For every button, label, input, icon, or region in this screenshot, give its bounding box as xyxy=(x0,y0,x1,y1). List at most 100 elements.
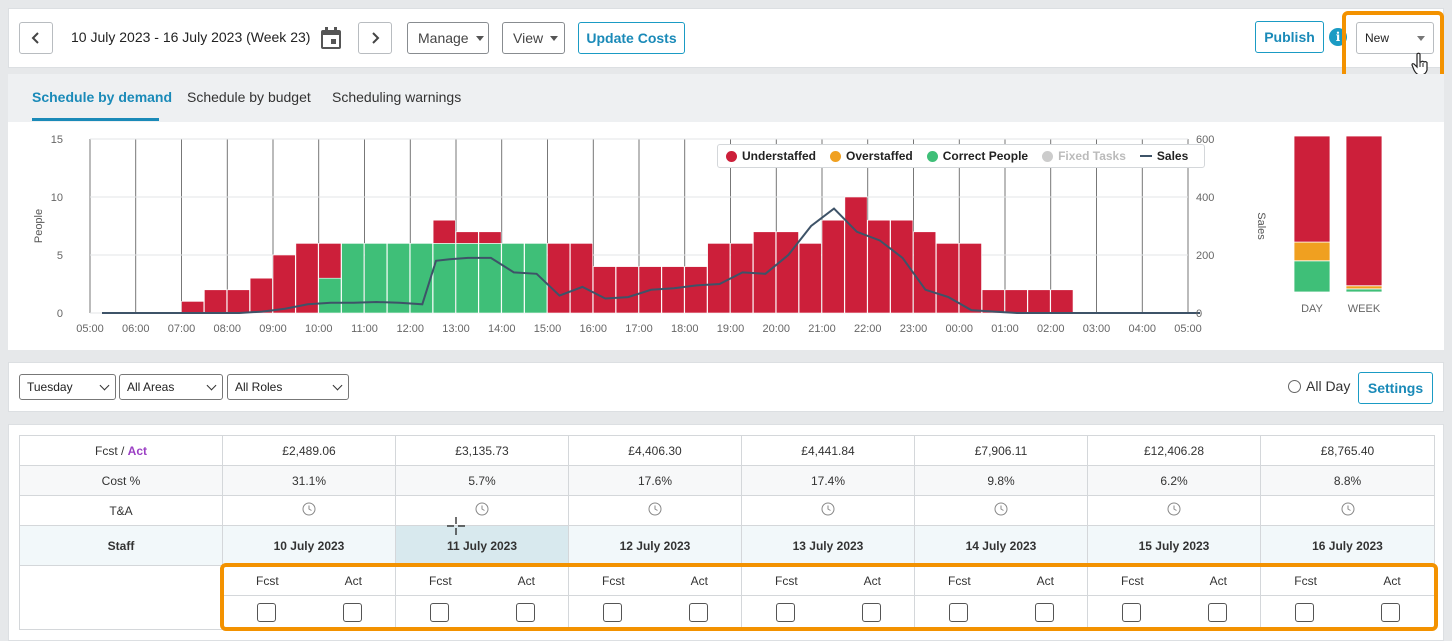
fcst-act-header-cell: Fcst Act xyxy=(222,565,396,596)
calendar-icon[interactable] xyxy=(320,26,342,50)
legend-understaffed[interactable]: Understaffed xyxy=(726,149,816,163)
update-costs-button[interactable]: Update Costs xyxy=(578,22,685,54)
fcst-checkbox[interactable] xyxy=(775,603,795,622)
tab-schedule-by-demand[interactable]: Schedule by demand xyxy=(32,89,173,105)
bar-understaffed xyxy=(181,301,205,314)
bar-correct-people xyxy=(341,243,365,314)
fcst-checkbox[interactable] xyxy=(602,603,622,622)
fcst-cell: £4,441.84 xyxy=(741,435,915,466)
settings-button[interactable]: Settings xyxy=(1358,372,1433,404)
view-dropdown[interactable]: View xyxy=(502,22,565,54)
clock-icon[interactable] xyxy=(994,502,1008,516)
info-icon[interactable]: i xyxy=(1329,28,1347,46)
legend-overstaffed[interactable]: Overstaffed xyxy=(830,149,913,163)
sales-line xyxy=(102,207,1200,314)
ta-cell xyxy=(914,495,1088,526)
x-tick-label: 13:00 xyxy=(442,323,470,335)
fcst-subheader: Fcst xyxy=(1120,573,1144,588)
clock-icon[interactable] xyxy=(1167,502,1181,516)
fcst-checkbox[interactable] xyxy=(1121,603,1141,622)
clock-icon[interactable] xyxy=(1341,502,1355,516)
table-row-forecast: Fcst / Act £2,489.06 £3,135.73 £4,406.30… xyxy=(19,435,1435,466)
clock-icon[interactable] xyxy=(302,502,316,516)
manage-dropdown[interactable]: Manage xyxy=(407,22,489,54)
areas-select[interactable]: All Areas xyxy=(119,374,223,400)
day-select-value: Tuesday xyxy=(27,380,73,394)
x-tick-label: 07:00 xyxy=(168,323,196,335)
clock-icon[interactable] xyxy=(648,502,662,516)
clock-icon[interactable] xyxy=(475,502,489,516)
bar-correct-people xyxy=(318,277,342,314)
act-checkbox[interactable] xyxy=(515,603,535,622)
row-label-cost-pct: Cost % xyxy=(19,465,223,496)
publish-button[interactable]: Publish xyxy=(1255,21,1324,53)
fcst-checkbox[interactable] xyxy=(948,603,968,622)
legend-fixed-tasks[interactable]: Fixed Tasks xyxy=(1042,149,1126,163)
roles-select[interactable]: All Roles xyxy=(227,374,349,400)
day-header-cell-selected[interactable]: 11 July 2023 xyxy=(395,525,569,566)
checkbox-cell xyxy=(1260,595,1435,630)
chevron-down-icon xyxy=(206,380,217,390)
day-header-cell[interactable]: 12 July 2023 xyxy=(568,525,742,566)
clock-icon[interactable] xyxy=(821,502,835,516)
chevron-down-icon xyxy=(332,380,343,390)
fcst-subheader: Fcst xyxy=(255,573,279,588)
fcst-act-header-cell: Fcst Act xyxy=(1260,565,1435,596)
day-header-cell[interactable]: 14 July 2023 xyxy=(914,525,1088,566)
x-tick-label: 01:00 xyxy=(991,323,1019,335)
ta-cell xyxy=(741,495,915,526)
act-checkbox[interactable] xyxy=(1207,603,1227,622)
y2-tick-label: 200 xyxy=(1196,250,1214,262)
act-checkbox[interactable] xyxy=(1034,603,1054,622)
tab-scheduling-warnings[interactable]: Scheduling warnings xyxy=(332,89,462,105)
act-checkbox[interactable] xyxy=(861,603,881,622)
row-label-fcst-act: Fcst / Act xyxy=(19,435,223,466)
table-row-ta: T&A xyxy=(19,495,1435,526)
act-label: Act xyxy=(127,443,147,458)
bar-correct-people xyxy=(409,243,433,314)
fcst-label: Fcst / xyxy=(94,443,128,458)
fcst-checkbox[interactable] xyxy=(429,603,449,622)
cost-pct-cell: 6.2% xyxy=(1087,465,1261,496)
bar-correct-people xyxy=(364,243,388,314)
day-header-cell[interactable]: 10 July 2023 xyxy=(222,525,396,566)
bar-understaffed xyxy=(295,243,319,314)
bar-understaffed xyxy=(478,231,502,244)
fcst-subheader: Fcst xyxy=(774,573,798,588)
x-tick-label: 21:00 xyxy=(808,323,836,335)
next-week-button[interactable] xyxy=(358,22,392,54)
all-day-option[interactable]: All Day xyxy=(1288,378,1350,394)
x-tick-label: 09:00 xyxy=(259,323,287,335)
fcst-checkbox[interactable] xyxy=(256,603,276,622)
summary-bar-label: DAY xyxy=(1301,303,1323,315)
bar-understaffed xyxy=(867,219,891,314)
act-checkbox[interactable] xyxy=(1381,603,1401,622)
y-tick-label: 5 xyxy=(57,250,63,262)
tab-schedule-by-budget[interactable]: Schedule by budget xyxy=(187,89,311,105)
x-tick-label: 10:00 xyxy=(305,323,333,335)
cost-pct-cell: 8.8% xyxy=(1260,465,1435,496)
day-select[interactable]: Tuesday xyxy=(19,374,116,400)
template-select[interactable]: New xyxy=(1356,22,1434,54)
prev-week-button[interactable] xyxy=(19,22,53,54)
act-checkbox[interactable] xyxy=(342,603,362,622)
act-subheader: Act xyxy=(690,573,708,588)
legend-label: Understaffed xyxy=(742,149,817,163)
bar-understaffed xyxy=(730,243,754,314)
all-day-radio[interactable] xyxy=(1288,379,1301,393)
legend-correct-people[interactable]: Correct People xyxy=(926,149,1028,163)
day-header-cell[interactable]: 15 July 2023 xyxy=(1087,525,1261,566)
day-header-cell[interactable]: 13 July 2023 xyxy=(741,525,915,566)
filter-bar: Tuesday All Areas All Roles All Day Sett… xyxy=(8,362,1444,412)
bar-understaffed xyxy=(204,289,227,314)
act-checkbox[interactable] xyxy=(688,603,708,622)
x-tick-label: 08:00 xyxy=(213,323,241,335)
checkbox-cell xyxy=(914,595,1088,630)
legend-sales[interactable]: Sales xyxy=(1139,149,1188,163)
day-header-cell[interactable]: 16 July 2023 xyxy=(1260,525,1435,566)
fcst-checkbox[interactable] xyxy=(1294,603,1314,622)
x-tick-label: 11:00 xyxy=(351,323,378,335)
y-tick-label: 10 xyxy=(51,192,63,204)
manage-label: Manage xyxy=(418,30,469,46)
bar-correct-people xyxy=(432,243,456,314)
